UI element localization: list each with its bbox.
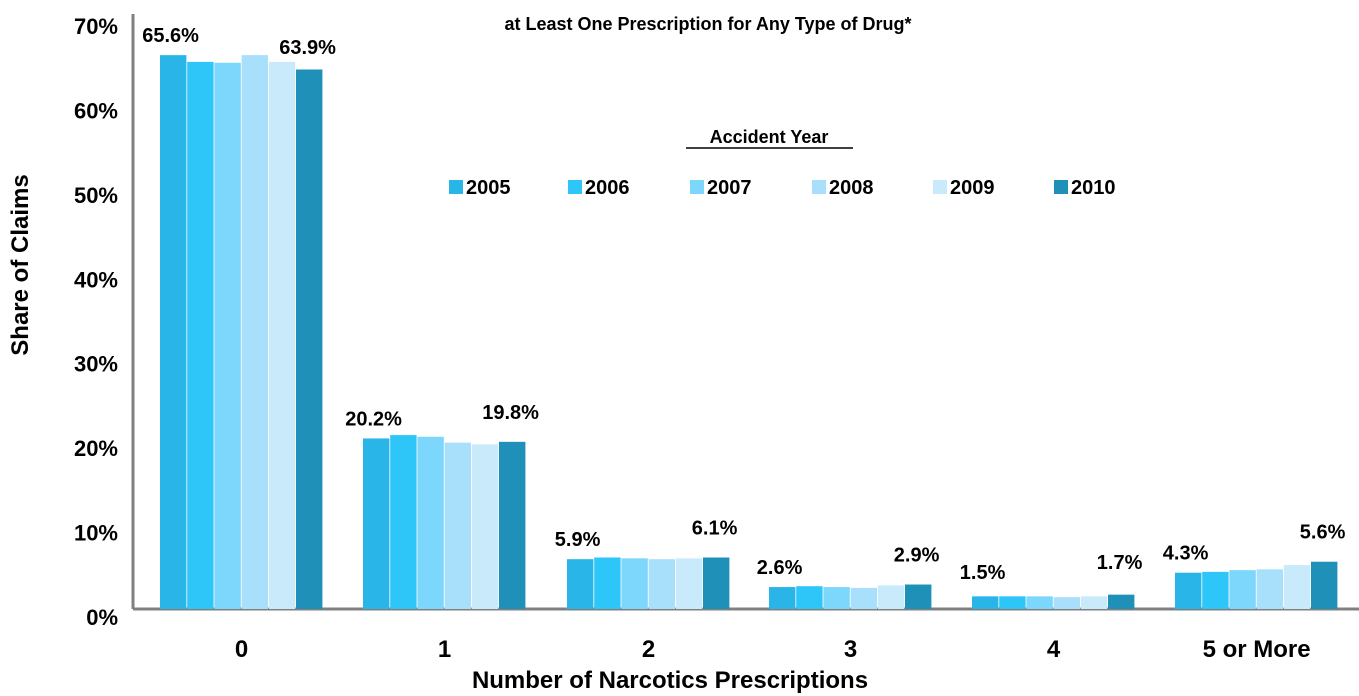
y-tick-label: 40% — [74, 267, 118, 292]
bar — [621, 558, 648, 609]
data-label: 2.6% — [757, 557, 803, 579]
y-tick-label: 20% — [74, 436, 118, 461]
y-tick-label: 30% — [74, 352, 118, 377]
legend-label: 2008 — [829, 177, 874, 199]
x-axis-label: Number of Narcotics Prescriptions — [472, 667, 868, 694]
bar — [1108, 594, 1135, 609]
x-category-label: 2 — [642, 636, 655, 663]
data-label: 5.9% — [555, 529, 601, 551]
bar — [594, 557, 621, 609]
bar — [1202, 571, 1229, 609]
data-label: 1.5% — [960, 562, 1006, 584]
data-label: 4.3% — [1163, 543, 1209, 565]
bar — [1026, 596, 1053, 609]
y-tick-label: 0% — [86, 605, 118, 630]
y-ticks: 0% 10% 20% 30% 40% 50% 60% 70% — [74, 14, 118, 630]
legend-swatch — [449, 180, 463, 194]
bar — [905, 584, 932, 609]
bar — [1311, 561, 1338, 609]
data-label: 6.1% — [692, 517, 738, 539]
bar — [972, 596, 999, 609]
legend-label: 2010 — [1071, 177, 1116, 199]
x-category-label: 0 — [235, 636, 248, 663]
chart-title: at Least One Prescription for Any Type o… — [504, 14, 911, 34]
bar — [296, 69, 323, 610]
legend: Accident Year 2005 2006 2007 2008 2009 2010 — [449, 127, 1116, 199]
data-label: 63.9% — [279, 37, 336, 59]
bar — [850, 587, 877, 609]
data-label: 19.8% — [482, 402, 539, 424]
chart-title-group: at Least One Prescription for Any Type o… — [504, 14, 911, 34]
data-label: 65.6% — [142, 25, 199, 47]
bar — [567, 559, 594, 609]
x-category-label: 4 — [1047, 636, 1061, 663]
legend-swatch — [568, 180, 582, 194]
bar — [1175, 572, 1202, 609]
bar — [499, 441, 526, 609]
legend-label: 2009 — [950, 177, 995, 199]
bar — [796, 586, 823, 609]
x-category-label: 5 or More — [1203, 636, 1311, 663]
bar — [1080, 596, 1108, 609]
bar — [160, 55, 187, 610]
bar — [471, 444, 499, 609]
bar — [363, 438, 390, 609]
bar — [648, 559, 675, 609]
bar — [214, 62, 241, 610]
legend-label: 2005 — [466, 177, 511, 199]
bar — [1283, 565, 1311, 609]
legend-swatch — [812, 180, 826, 194]
bar — [187, 61, 214, 610]
bar — [675, 558, 703, 609]
bar — [823, 587, 850, 609]
x-category-label: 3 — [844, 636, 857, 663]
bar — [241, 55, 268, 610]
bar — [444, 442, 471, 609]
y-tick-label: 10% — [74, 521, 118, 546]
bar — [769, 587, 796, 609]
legend-title: Accident Year — [710, 127, 829, 147]
data-label: 20.2% — [345, 408, 402, 430]
bar — [417, 436, 444, 609]
bar — [999, 596, 1026, 609]
bar — [1256, 569, 1283, 609]
bars — [160, 55, 1338, 610]
bar — [1053, 597, 1080, 609]
axes — [131, 14, 1359, 611]
data-label: 2.9% — [894, 545, 940, 567]
bar — [1229, 570, 1256, 609]
data-label: 1.7% — [1097, 552, 1143, 574]
legend-label: 2006 — [585, 177, 630, 199]
y-tick-label: 60% — [74, 98, 118, 123]
legend-label: 2007 — [707, 177, 752, 199]
data-labels: 65.6% 63.9% 20.2% 19.8% 5.9% 6.1% 2.6% 2.9% 1.5%… — [142, 25, 1345, 584]
bar — [877, 585, 905, 609]
y-tick-label: 70% — [74, 14, 118, 39]
x-category-label: 1 — [438, 636, 451, 663]
bar — [390, 435, 417, 609]
y-axis-label: Share of Claims — [7, 174, 34, 355]
legend-swatch — [1054, 180, 1068, 194]
legend-swatch — [933, 180, 947, 194]
y-tick-label: 50% — [74, 183, 118, 208]
x-category-labels: 0 1 2 3 4 5 or More — [235, 636, 1311, 663]
legend-items: 2005 2006 2007 2008 2009 2010 — [449, 177, 1116, 199]
data-label: 5.6% — [1300, 522, 1346, 544]
bar — [703, 557, 730, 609]
bar — [268, 61, 296, 610]
legend-swatch — [690, 180, 704, 194]
